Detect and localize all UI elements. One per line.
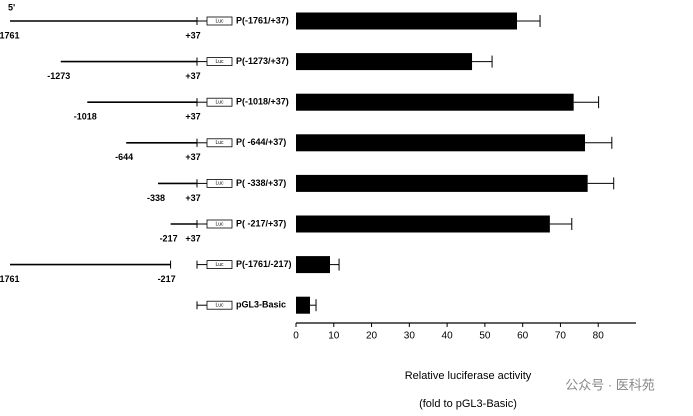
- bar: [296, 12, 517, 30]
- luc-box: [206, 16, 233, 26]
- x-axis-title: (fold to pGL3-Basic): [419, 398, 517, 410]
- end-label: +37: [185, 193, 200, 203]
- start-label: -1761: [0, 274, 20, 284]
- luc-label: Luc: [215, 181, 224, 187]
- watermark: 公众号 · 医科苑: [565, 377, 655, 392]
- luc-box: [206, 300, 233, 310]
- luc-label: Luc: [215, 262, 224, 268]
- luc-box: [206, 219, 233, 229]
- end-label: +37: [185, 30, 200, 40]
- x-tick-label: 10: [328, 331, 340, 342]
- x-tick-label: 0: [293, 331, 299, 342]
- luc-label: Luc: [215, 59, 224, 65]
- start-label: -1761: [0, 30, 20, 40]
- x-axis-title: Relative luciferase activity: [405, 370, 532, 382]
- construct-label: P( -217/+37): [236, 218, 286, 228]
- construct-label: P(-1761/+37): [236, 15, 289, 25]
- bar: [296, 215, 550, 233]
- construct-label: P(-1273/+37): [236, 56, 289, 66]
- luc-box: [206, 138, 233, 148]
- start-label: -217: [160, 233, 178, 243]
- construct-label: P(-1018/+37): [236, 97, 289, 107]
- luc-box: [206, 97, 233, 107]
- bar: [296, 296, 310, 314]
- luc-label: Luc: [215, 303, 224, 309]
- x-tick-label: 80: [593, 331, 605, 342]
- bar: [296, 256, 330, 274]
- bar: [296, 174, 588, 192]
- x-tick-label: 30: [404, 331, 416, 342]
- construct-label: P( -338/+37): [236, 178, 286, 188]
- luc-label: Luc: [215, 140, 224, 146]
- bar: [296, 93, 574, 111]
- luc-label: Luc: [215, 18, 224, 24]
- construct-label: pGL3-Basic: [236, 300, 286, 310]
- construct-label: P( -644/+37): [236, 137, 286, 147]
- start-label: -1018: [74, 112, 97, 122]
- start-label: -1273: [47, 71, 70, 81]
- luc-label: Luc: [215, 100, 224, 106]
- end-label: +37: [185, 233, 200, 243]
- end-label: -217: [158, 274, 176, 284]
- start-label: -338: [147, 193, 165, 203]
- x-tick-label: 40: [442, 331, 454, 342]
- x-tick-label: 70: [555, 331, 567, 342]
- end-label: +37: [185, 112, 200, 122]
- x-tick-label: 50: [479, 331, 491, 342]
- end-label: +37: [185, 71, 200, 81]
- x-tick-label: 60: [517, 331, 529, 342]
- bar: [296, 53, 473, 71]
- luc-box: [206, 178, 233, 188]
- end-label: +37: [185, 152, 200, 162]
- luc-label: Luc: [215, 221, 224, 227]
- bar: [296, 134, 585, 152]
- x-tick-label: 20: [366, 331, 378, 342]
- luc-box: [206, 260, 233, 270]
- start-label: -644: [115, 152, 133, 162]
- luc-box: [206, 57, 233, 66]
- construct-label: P(-1761/-217): [236, 259, 292, 269]
- strand-label: 5': [8, 2, 15, 12]
